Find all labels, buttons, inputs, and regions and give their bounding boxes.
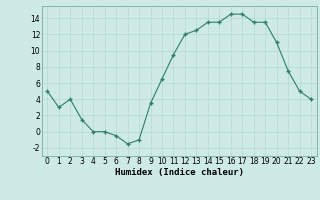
X-axis label: Humidex (Indice chaleur): Humidex (Indice chaleur) — [115, 168, 244, 177]
